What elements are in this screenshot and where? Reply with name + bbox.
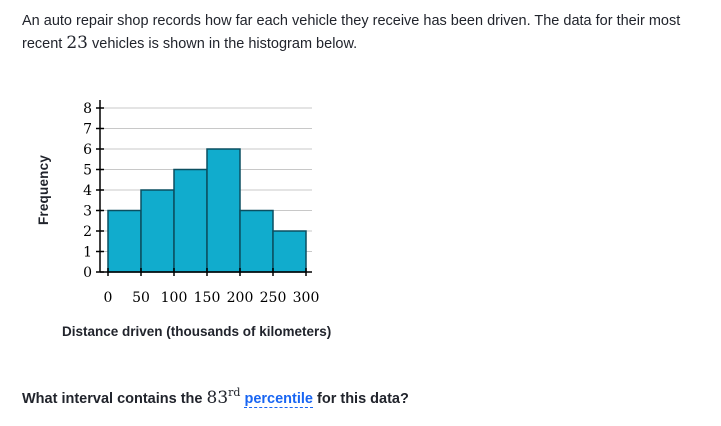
y-tick-label: 4 <box>83 183 92 199</box>
histogram-bar <box>272 230 307 273</box>
intro-text-after: vehicles is shown in the histogram below… <box>87 36 358 52</box>
y-tick-label: 5 <box>83 163 92 179</box>
y-tick-label: 1 <box>83 245 92 261</box>
ordinal-suffix: rd <box>228 386 241 399</box>
question-text-before: What interval contains the <box>22 391 207 407</box>
percentile-number: 83 <box>206 388 229 408</box>
histogram-bar <box>173 168 208 273</box>
histogram-bar <box>140 189 175 273</box>
x-tick-label: 50 <box>132 290 150 306</box>
histogram-bar <box>107 209 142 273</box>
histogram-bar <box>239 209 274 273</box>
x-tick-label: 200 <box>227 290 254 306</box>
x-tick-label: 300 <box>293 290 320 306</box>
x-tick-label: 250 <box>260 290 287 306</box>
y-tick-label: 8 <box>83 101 92 117</box>
y-tick-label: 3 <box>83 204 92 220</box>
question-prompt: What interval contains the 83rd percenti… <box>22 386 409 408</box>
y-tick-label: 0 <box>83 265 92 281</box>
question-text-after: for this data? <box>312 391 409 407</box>
vehicle-count: 23 <box>66 33 88 53</box>
x-tick-label: 0 <box>104 290 113 306</box>
histogram-bar <box>206 148 241 273</box>
percentile-definition-link[interactable]: percentile <box>244 391 313 408</box>
histogram-chart: 0 1 2 3 4 5 6 7 8 0 50 100 150 200 250 300 <box>83 100 320 306</box>
y-tick-label: 6 <box>83 142 92 158</box>
y-tick-label: 7 <box>83 122 92 138</box>
x-tick-label: 150 <box>194 290 221 306</box>
problem-statement: An auto repair shop records how far each… <box>22 10 712 55</box>
intro-text-before: An auto repair shop records how far each… <box>22 13 681 52</box>
y-tick-label: 2 <box>83 224 92 240</box>
x-axis-label: Distance driven (thousands of kilometers… <box>62 324 332 339</box>
x-tick-label: 100 <box>161 290 188 306</box>
